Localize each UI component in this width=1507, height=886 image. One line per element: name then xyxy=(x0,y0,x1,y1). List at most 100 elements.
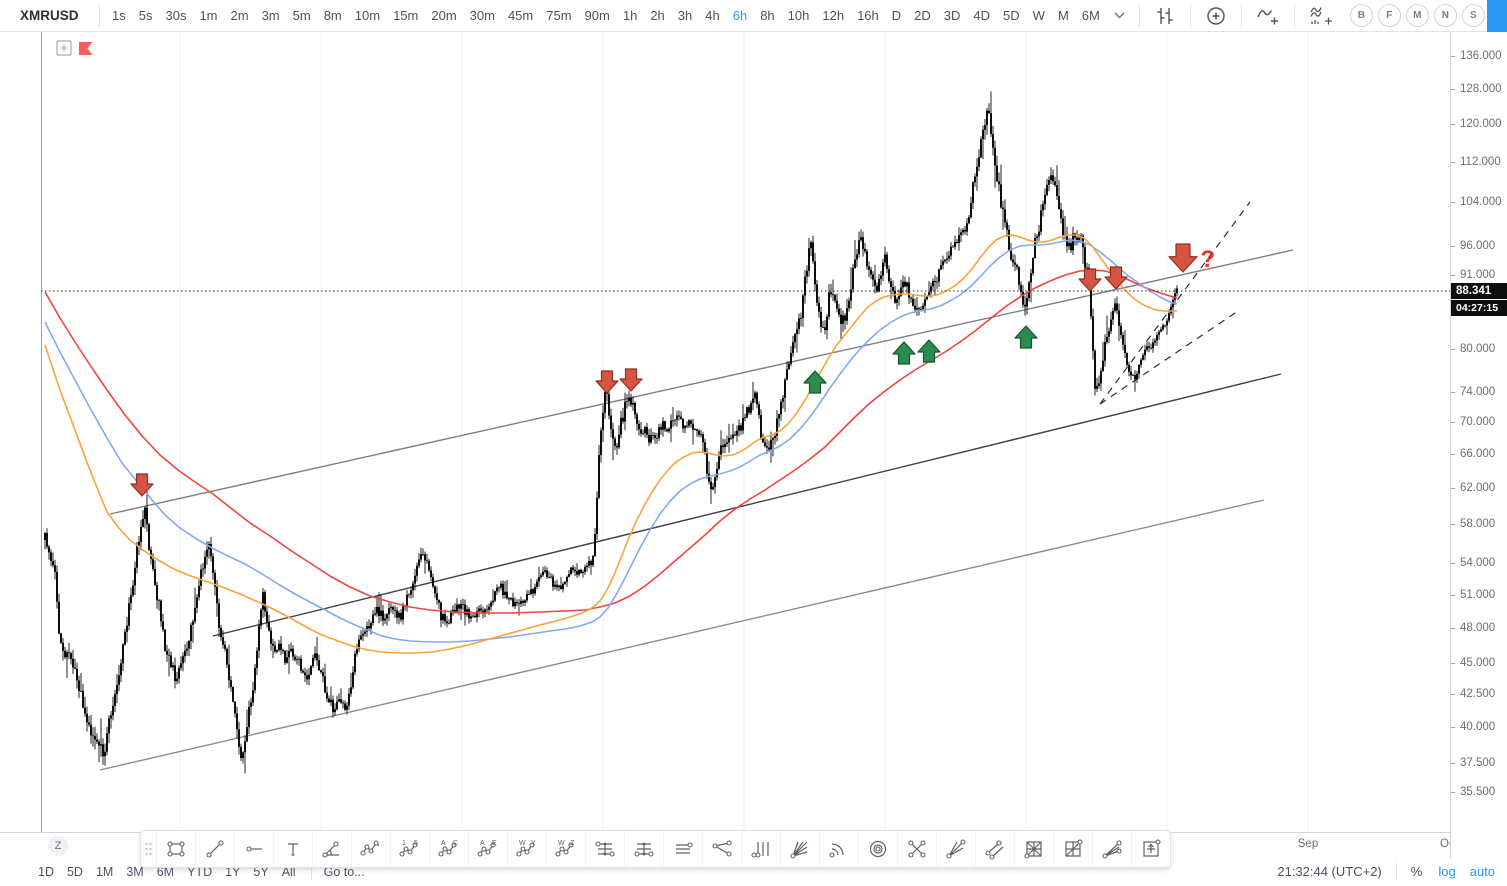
signal-arrow-up[interactable] xyxy=(803,370,827,394)
timeframe-2D[interactable]: 2D xyxy=(914,7,931,23)
indicator-templates-icon[interactable] xyxy=(1301,1,1343,31)
timeframe-2h[interactable]: 2h xyxy=(650,7,665,23)
tool-text[interactable] xyxy=(273,831,312,867)
tool-fib-levels[interactable] xyxy=(663,831,702,867)
signal-arrow-down[interactable] xyxy=(1168,243,1198,273)
timeframe-30m[interactable]: 30m xyxy=(469,7,495,23)
tool-fib-wedge[interactable] xyxy=(702,831,741,867)
workspace-button-m[interactable]: M xyxy=(1405,4,1429,27)
timeframe-M[interactable]: M xyxy=(1057,7,1069,23)
percent-scale-toggle[interactable]: % xyxy=(1410,863,1423,879)
clock-label[interactable]: 21:32:44 (UTC+2) xyxy=(1277,863,1382,879)
chevron-down-icon[interactable] xyxy=(1106,1,1133,31)
timeframe-6M[interactable]: 6M xyxy=(1081,7,1100,23)
timeframe-15m[interactable]: 15m xyxy=(393,7,419,23)
timeframe-20m[interactable]: 20m xyxy=(431,7,457,23)
upper-channel-line[interactable] xyxy=(109,249,1294,515)
log-scale-toggle[interactable]: log xyxy=(1438,863,1456,879)
timeframe-W[interactable]: W xyxy=(1032,7,1045,23)
signal-arrow-down[interactable] xyxy=(595,370,619,394)
tool-gann-box[interactable] xyxy=(1014,831,1053,867)
tool-fib-circles[interactable] xyxy=(858,831,897,867)
rising-wedge-lower-dashed[interactable] xyxy=(1099,310,1239,405)
timeframe-5m[interactable]: 5m xyxy=(292,7,311,23)
plus-box-icon[interactable] xyxy=(56,40,72,56)
price-axis[interactable]: 88.341 04:27:15 136.000 128.000 120.000 112… xyxy=(1450,32,1507,858)
timeframe-1s[interactable]: 1s xyxy=(112,7,126,23)
timeframe-12h[interactable]: 12h xyxy=(822,7,845,23)
red-flag-icon[interactable] xyxy=(79,42,93,55)
signal-arrow-up[interactable] xyxy=(917,339,941,363)
timeframe-4D[interactable]: 4D xyxy=(973,7,991,23)
tool-gann-square[interactable] xyxy=(1053,831,1092,867)
tool-polyline[interactable] xyxy=(351,831,390,867)
trendlines[interactable] xyxy=(99,201,1294,771)
timeframe-1h[interactable]: 1h xyxy=(622,7,638,23)
range-5d[interactable]: 5D xyxy=(66,865,83,879)
toolbar-drag-handle[interactable] xyxy=(141,831,156,867)
tool-date-price-range[interactable] xyxy=(1131,831,1170,867)
tool-horizontal-line[interactable] xyxy=(234,831,273,867)
signal-arrow-up[interactable] xyxy=(892,341,916,365)
signal-arrow-down[interactable] xyxy=(130,473,154,497)
tool-fib-retracement[interactable] xyxy=(585,831,624,867)
timeframe-10m[interactable]: 10m xyxy=(354,7,381,23)
timeframe-6h[interactable]: 6h xyxy=(732,7,748,23)
timeframe-2m[interactable]: 2m xyxy=(230,7,249,23)
timeframe-5D[interactable]: 5D xyxy=(1003,7,1020,23)
timeframe-10h[interactable]: 10h xyxy=(787,7,810,23)
range-1d[interactable]: 1D xyxy=(38,865,54,879)
workspace-button-b[interactable]: B xyxy=(1349,4,1373,27)
mid-channel-line[interactable] xyxy=(212,373,1282,637)
range-1y[interactable]: 1Y xyxy=(225,865,241,879)
timeframe-4h[interactable]: 4h xyxy=(705,7,720,23)
chart-canvas[interactable]: ? xyxy=(0,32,1450,832)
chart-style-icon[interactable] xyxy=(1146,1,1184,31)
tool-fib-time-zones[interactable] xyxy=(741,831,780,867)
timeframe-5s[interactable]: 5s xyxy=(138,7,153,23)
auto-scale-toggle[interactable]: auto xyxy=(1469,863,1495,879)
tool-fib-arcs[interactable] xyxy=(819,831,858,867)
timeframe-75m[interactable]: 75m xyxy=(546,7,572,23)
ma-medium-line[interactable] xyxy=(44,239,1178,643)
rising-wedge-upper-dashed[interactable] xyxy=(1099,201,1251,405)
workspace-button-n[interactable]: N xyxy=(1433,4,1457,27)
tool-selection[interactable] xyxy=(156,831,195,867)
tool-parallel-channel[interactable] xyxy=(975,831,1014,867)
indicators-icon[interactable] xyxy=(1248,1,1288,31)
workspace-button-s[interactable]: S xyxy=(1461,4,1485,27)
range-all[interactable]: All xyxy=(281,865,296,879)
timeframe-45m[interactable]: 45m xyxy=(507,7,534,23)
workspace-button-f[interactable]: F xyxy=(1377,4,1401,27)
range-6m[interactable]: 6M xyxy=(156,865,175,879)
timeframe-90m[interactable]: 90m xyxy=(584,7,610,23)
timeframe-3D[interactable]: 3D xyxy=(943,7,961,23)
tool-gann-fan[interactable] xyxy=(780,831,819,867)
range-3m[interactable]: 3M xyxy=(126,865,144,879)
publish-button[interactable]: Publish xyxy=(1487,0,1507,32)
timezone-button[interactable]: Z xyxy=(48,836,68,856)
timeframe-8h[interactable]: 8h xyxy=(760,7,775,23)
lower-channel-line[interactable] xyxy=(99,499,1265,771)
symbol-name[interactable]: XMRUSD xyxy=(20,8,79,23)
timeframe-3h[interactable]: 3h xyxy=(677,7,693,23)
goto-date-button[interactable]: Go to... xyxy=(323,865,365,879)
timeframe-30s[interactable]: 30s xyxy=(165,7,187,23)
tool-pitchfan[interactable] xyxy=(1092,831,1131,867)
tool-cross-line[interactable] xyxy=(897,831,936,867)
compare-icon[interactable] xyxy=(1197,1,1235,31)
timeframe-16h[interactable]: 16h xyxy=(857,7,879,23)
ma-fast-line[interactable] xyxy=(44,234,1177,654)
range-1m[interactable]: 1M xyxy=(95,865,114,879)
timeframe-3m[interactable]: 3m xyxy=(261,7,280,23)
tool-trend-based-fib-extension[interactable] xyxy=(624,831,663,867)
price-chart[interactable]: ? xyxy=(0,32,1450,832)
signal-arrow-down[interactable] xyxy=(619,368,643,392)
timeframe-8m[interactable]: 8m xyxy=(323,7,342,23)
range-ytd[interactable]: YTD xyxy=(187,865,213,879)
tool-trend-angle[interactable] xyxy=(312,831,351,867)
